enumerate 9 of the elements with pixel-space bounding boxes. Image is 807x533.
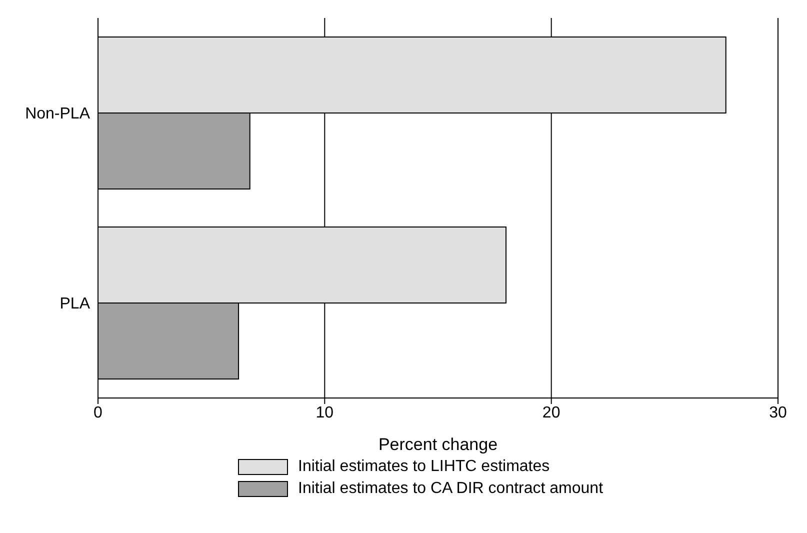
legend-label: Initial estimates to LIHTC estimates — [298, 458, 550, 476]
y-tick-label: PLA — [60, 296, 90, 313]
y-tick-label: Non-PLA — [25, 106, 90, 123]
x-tick-label: 20 — [542, 404, 560, 422]
x-tick-label: 10 — [316, 404, 334, 422]
x-tick-label: 0 — [94, 404, 103, 422]
legend-label: Initial estimates to CA DIR contract amount — [298, 480, 604, 498]
x-axis-title: Percent change — [378, 435, 498, 454]
x-tick-label: 30 — [769, 404, 787, 422]
